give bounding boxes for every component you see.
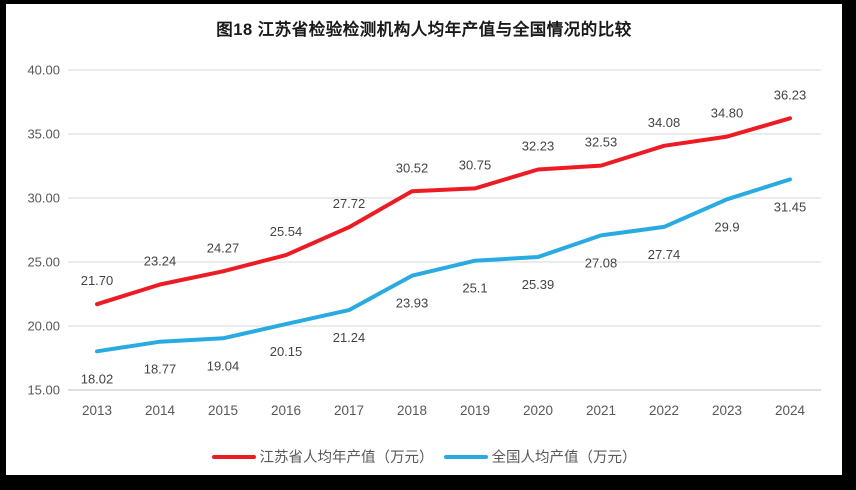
chart-canvas: 图18 江苏省检验检测机构人均年产值与全国情况的比较 40.00 35.00 30.… [6, 4, 842, 475]
x-axis-tick-label: 2020 [523, 403, 553, 418]
data-point-label: 21.70 [81, 273, 114, 288]
data-point-label: 18.77 [144, 362, 177, 377]
y-axis-tick-label: 35.00 [27, 127, 60, 142]
data-point-label: 25.1 [462, 281, 487, 296]
y-axis-tick-label: 15.00 [27, 383, 60, 398]
x-axis-tick-label: 2017 [334, 403, 364, 418]
y-axis-tick-label: 30.00 [27, 191, 60, 206]
data-point-label: 20.15 [270, 344, 303, 359]
jiangsu-line-swatch-icon [211, 454, 256, 459]
y-axis-tick-label: 40.00 [27, 63, 60, 78]
national-series-line [95, 177, 792, 354]
x-axis-tick-label: 2015 [208, 403, 238, 418]
national-line-swatch-icon [443, 454, 488, 459]
x-axis-tick-label: 2024 [775, 403, 806, 418]
data-point-label: 32.23 [522, 138, 555, 153]
data-point-label: 34.08 [648, 115, 681, 130]
data-point-label: 34.80 [711, 106, 744, 121]
data-point-label: 25.54 [270, 224, 303, 239]
data-point-label: 24.27 [207, 240, 240, 255]
data-point-label: 19.04 [207, 358, 240, 373]
data-point-label: 23.24 [144, 254, 177, 269]
x-axis-tick-label: 2021 [586, 403, 616, 418]
data-point-label: 29.9 [714, 219, 739, 234]
chart-legend: 江苏省人均年产值（万元） 全国人均产值（万元） [6, 446, 842, 467]
x-axis-tick-label: 2023 [712, 403, 742, 418]
legend-item-jiangsu: 江苏省人均年产值（万元） [211, 446, 434, 467]
data-point-label: 18.02 [81, 371, 114, 386]
data-point-label: 27.72 [333, 196, 366, 211]
x-axis-tick-label: 2014 [145, 403, 176, 418]
jiangsu-series-line [95, 116, 792, 307]
data-point-label: 25.39 [522, 277, 555, 292]
x-axis-tick-label: 2019 [460, 403, 490, 418]
x-axis-tick-label: 2018 [397, 403, 427, 418]
data-point-label: 31.45 [774, 199, 807, 214]
x-axis-tick-label: 2016 [271, 403, 301, 418]
data-point-label: 27.74 [648, 247, 681, 262]
x-axis-tick-label: 2022 [649, 403, 679, 418]
x-axis-tick-label: 2013 [82, 403, 112, 418]
legend-label-jiangsu: 江苏省人均年产值（万元） [259, 450, 434, 466]
data-point-label: 30.75 [459, 157, 492, 172]
legend-item-national: 全国人均产值（万元） [443, 446, 637, 467]
chart-title: 图18 江苏省检验检测机构人均年产值与全国情况的比较 [216, 21, 632, 39]
data-point-label: 36.23 [774, 87, 807, 102]
y-axis-tick-label: 25.00 [27, 255, 60, 270]
data-point-label: 21.24 [333, 330, 366, 345]
y-axis-tick-label: 20.00 [27, 319, 60, 334]
data-point-label: 23.93 [396, 296, 429, 311]
data-point-label: 27.08 [585, 255, 618, 270]
data-point-label: 30.52 [396, 160, 429, 175]
data-point-label: 32.53 [585, 135, 618, 150]
legend-label-national: 全国人均产值（万元） [491, 450, 637, 466]
